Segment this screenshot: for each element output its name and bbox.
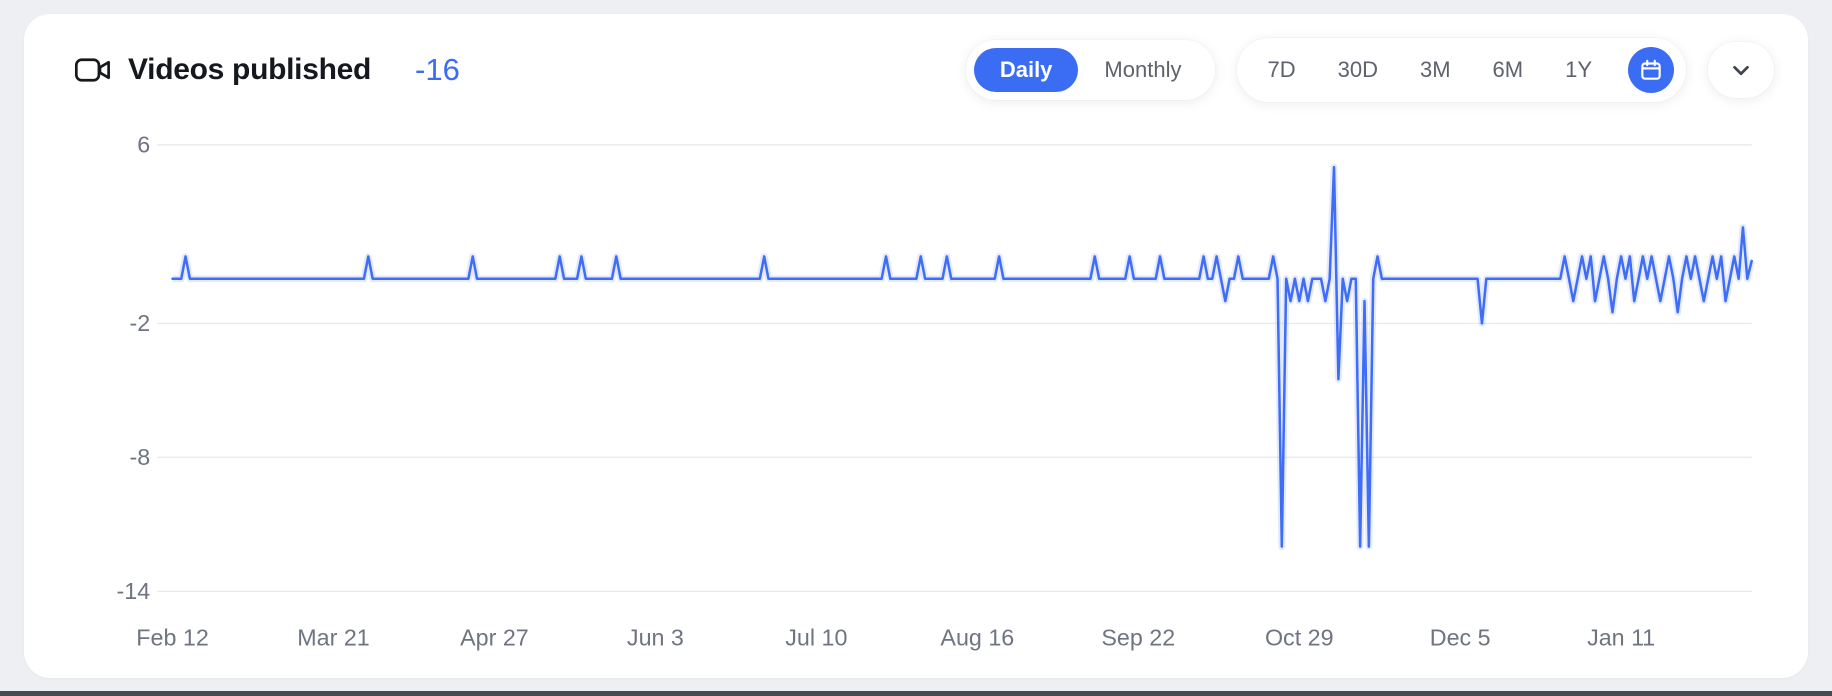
videos-published-card: Videos published -16 Daily Monthly 7D 30… [24,14,1808,678]
chevron-down-icon [1726,55,1756,85]
range-option-3m[interactable]: 3M [1414,51,1457,89]
chart-line-glow [172,163,1755,551]
y-tick-label: 6 [137,132,150,158]
range-selector: 7D 30D 3M 6M 1Y [1237,38,1686,102]
range-option-6m[interactable]: 6M [1487,51,1530,89]
range-option-7d[interactable]: 7D [1261,51,1301,89]
x-tick-label: Oct 29 [1265,625,1334,651]
x-tick-label: Jul 10 [785,625,847,651]
collapse-button[interactable] [1708,42,1774,98]
x-tick-label: Aug 16 [940,625,1014,651]
headline-value: -16 [415,52,460,87]
x-tick-label: Jan 11 [1587,625,1655,651]
x-tick-label: Feb 12 [136,625,208,651]
range-option-30d[interactable]: 30D [1332,51,1384,89]
calendar-button[interactable] [1628,47,1674,93]
x-tick-label: Jun 3 [627,625,684,651]
video-camera-icon [74,56,112,84]
y-tick-label: -2 [130,310,151,336]
x-tick-label: Sep 22 [1101,625,1175,651]
calendar-icon [1638,57,1664,83]
x-tick-label: Dec 5 [1430,625,1491,651]
interval-toggle: Daily Monthly [965,40,1216,100]
chart-line [171,165,1753,548]
toggle-option-monthly[interactable]: Monthly [1078,48,1207,92]
line-chart: 6 -2 -8 -14 Feb 12 Mar 21 Apr 27 Jun 3 Jul 10 Aug… [117,132,1755,651]
card-title: Videos published [128,53,372,86]
card-header: Videos published -16 Daily Monthly 7D 30… [58,38,1774,102]
chart-area: 6 -2 -8 -14 Feb 12 Mar 21 Apr 27 Jun 3 Jul 10 Aug… [58,106,1774,669]
y-tick-label: -14 [117,578,151,604]
toggle-option-daily[interactable]: Daily [973,48,1079,92]
y-tick-label: -8 [130,444,151,470]
screen-bottom-edge [0,691,1832,696]
x-tick-label: Apr 27 [460,625,529,651]
range-option-1y[interactable]: 1Y [1559,51,1598,89]
x-tick-label: Mar 21 [297,625,369,651]
header-controls: Daily Monthly 7D 30D 3M 6M 1Y [965,38,1774,102]
